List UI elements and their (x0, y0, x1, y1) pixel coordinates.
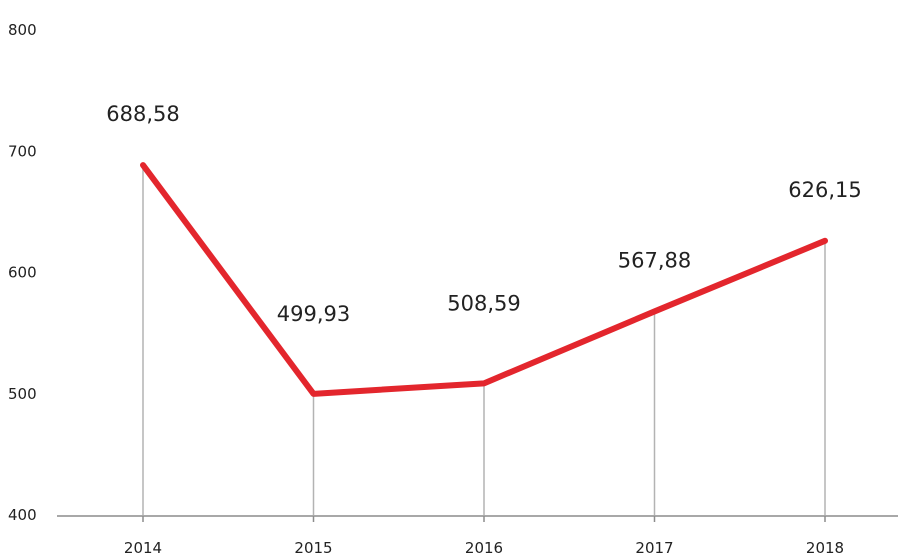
y-tick-label: 800 (8, 21, 37, 39)
x-tick-label: 2018 (806, 539, 844, 556)
y-axis-ticks: 400 500 600 700 800 (8, 21, 37, 524)
x-axis-ticks: 2014 2015 2016 2017 2018 (124, 516, 844, 556)
data-label: 567,88 (618, 248, 691, 272)
x-tick-label: 2014 (124, 539, 162, 556)
y-tick-label: 400 (8, 506, 37, 524)
x-tick-label: 2017 (635, 539, 673, 556)
y-tick-label: 500 (8, 385, 37, 403)
drop-lines (142, 165, 826, 515)
data-labels: 688,58 499,93 508,59 567,88 626,15 (106, 102, 861, 326)
y-tick-label: 700 (8, 142, 37, 160)
series-line (140, 162, 828, 397)
data-label: 508,59 (447, 291, 520, 315)
data-label: 626,15 (788, 178, 861, 202)
data-label: 499,93 (277, 302, 350, 326)
x-tick-label: 2015 (294, 539, 332, 556)
x-tick-label: 2016 (465, 539, 503, 556)
data-label: 688,58 (106, 102, 179, 126)
y-tick-label: 600 (8, 264, 37, 282)
